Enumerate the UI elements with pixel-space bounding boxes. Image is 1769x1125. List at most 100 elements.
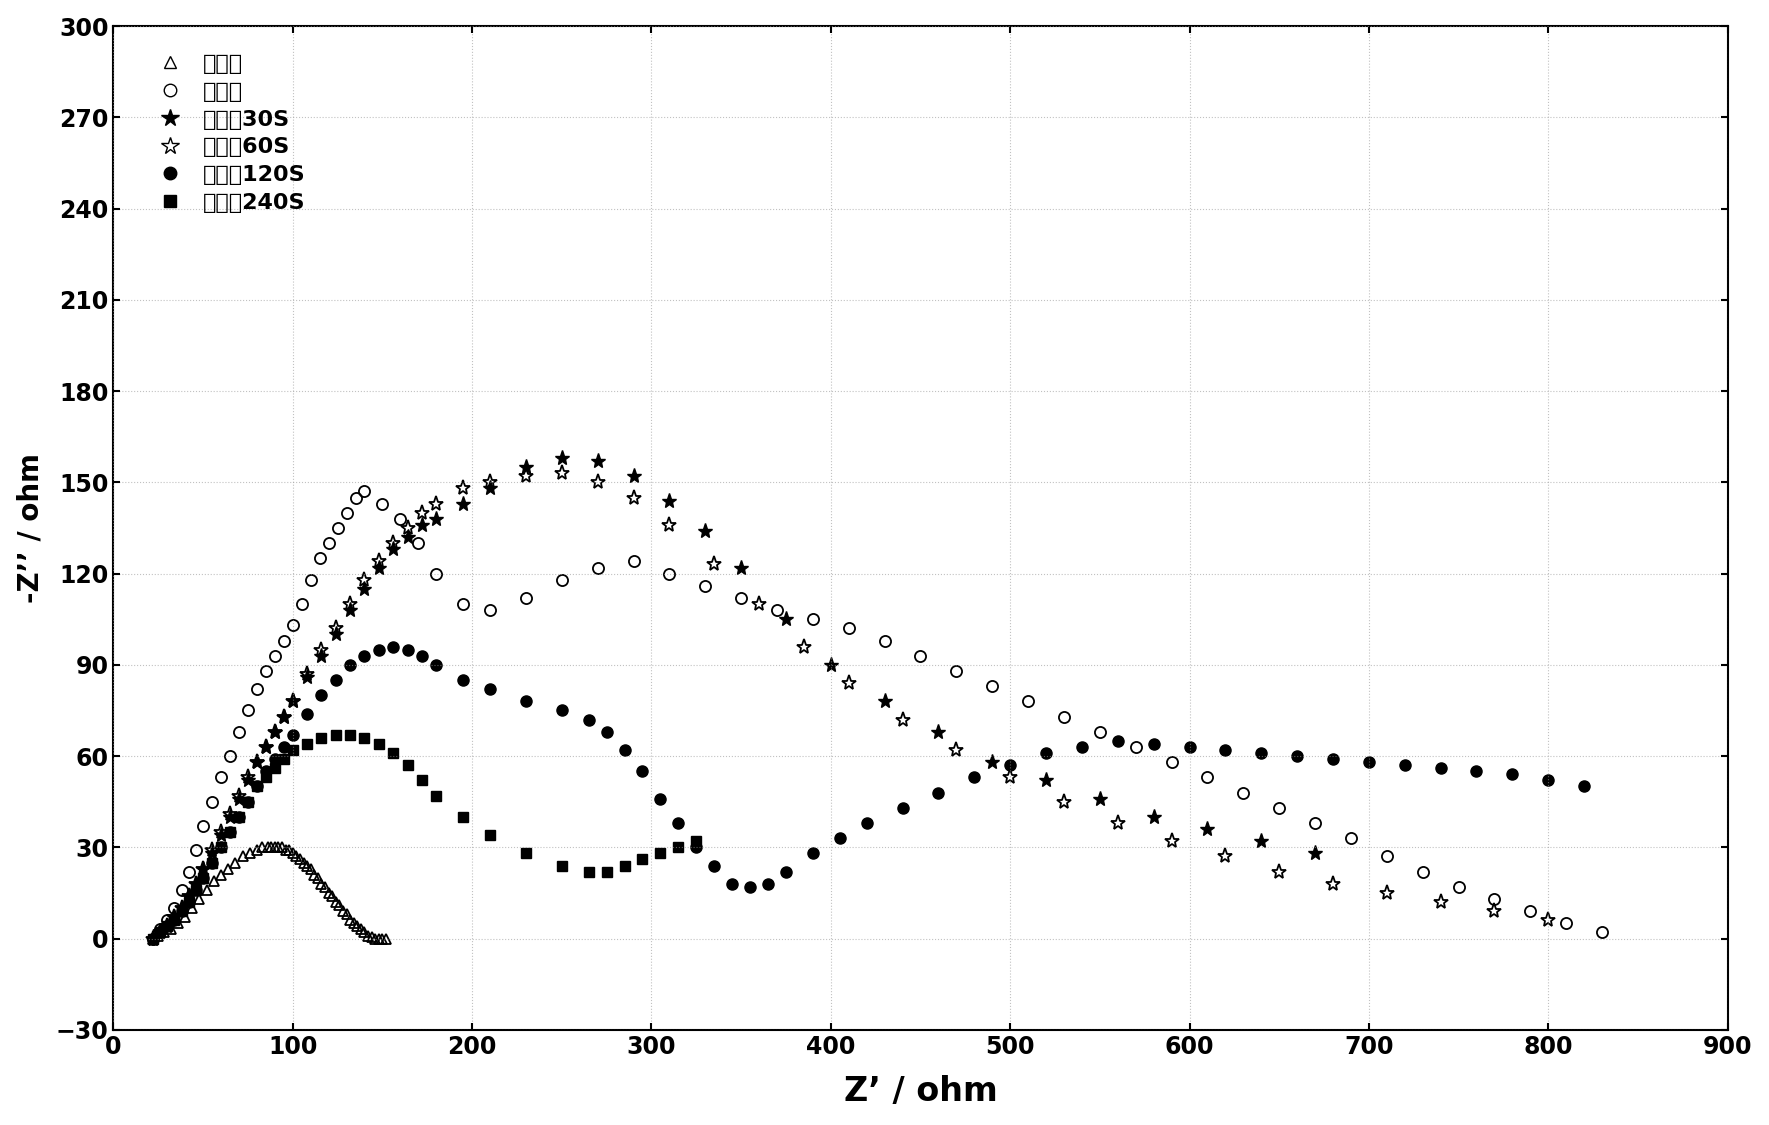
醙镰制30S [157,919,179,933]
醙镰制240S [382,746,403,759]
Line: 锃镰化: 锃镰化 [147,486,1608,944]
锃镰化 [453,597,474,611]
醙镰制240S [515,847,536,861]
醙镰制30S [193,862,214,875]
醙镰制120S [453,673,474,686]
醙镰制30S [186,878,207,891]
醙镰制240S [255,771,276,784]
醙镰制30S [179,889,200,902]
醙镰制60S [658,519,679,532]
锃镰化 [1555,917,1576,930]
醙镰制240S [264,762,285,775]
醙镰制240S [142,932,163,945]
醙镰制30S [695,524,716,538]
醙镰制30S [211,828,232,842]
醙镰制30S [368,560,389,574]
锃镰化 [354,485,375,498]
醙镰制240S [426,789,448,802]
醙镰制30S [311,649,333,663]
醙镰制30S [246,755,267,768]
醙镰制240S [193,871,214,884]
醙镰制30S [1143,810,1164,824]
Line: 醙镰制60S: 醙镰制60S [145,466,1557,946]
醙镰制30S [142,932,163,945]
醙镰制60S [1537,914,1558,927]
未镰化 [371,932,393,945]
锃镰化 [142,932,163,945]
醙镰制240S [149,926,170,939]
醙镰制30S [281,694,302,708]
醙镰制240S [157,919,179,933]
醙镰制240S [202,856,223,870]
Line: 醙镰制30S: 醙镰制30S [145,450,1323,946]
醙镰制120S [1429,762,1451,775]
醙镰制30S [658,494,679,507]
醙镰制30S [340,603,361,616]
Line: 醙镰制240S: 醙镰制240S [149,730,701,944]
醙镰制240S [311,731,333,745]
醙镰制240S [453,810,474,824]
醙镰制240S [219,826,241,839]
醙镰制240S [686,835,708,848]
醙镰制30S [255,740,276,754]
醙镰制240S [479,828,501,842]
醙镰制30S [297,670,318,684]
醙镰制30S [982,755,1003,768]
醙镰制120S [202,856,223,870]
未镰化 [329,899,350,912]
醙镰制240S [246,780,267,793]
醙镰制30S [264,724,285,738]
醙镰制240S [410,774,432,787]
醙镰制30S [149,926,170,939]
醙镰制240S [578,865,600,879]
未镰化 [246,844,267,857]
醙镰制60S [142,932,163,945]
醙镰制30S [382,542,403,556]
醙镰制240S [325,728,347,741]
锃镰化 [946,664,968,677]
未镰化 [142,932,163,945]
醙镰制30S [172,901,193,915]
醙镰制30S [1198,822,1219,836]
醙镰制30S [228,792,249,806]
醙镰制30S [515,460,536,474]
Line: 未镰化: 未镰化 [149,843,391,944]
醙镰制30S [396,530,417,543]
醙镰制30S [623,469,644,483]
醙镰制30S [237,774,258,787]
醙镰制240S [632,853,653,866]
Line: 醙镰制120S: 醙镰制120S [147,641,1590,944]
醙镰制240S [596,865,617,879]
醙镰制240S [237,795,258,809]
醙镰制30S [1035,774,1056,787]
Y-axis label: -Z’’ / ohm: -Z’’ / ohm [16,453,44,603]
醙镰制30S [202,847,223,861]
锃镰化 [281,619,302,632]
醙镰制240S [552,858,573,872]
醙镰制120S [382,640,403,654]
醙镰制30S [927,724,948,738]
醙镰制120S [552,704,573,718]
锃镰化 [1592,926,1613,939]
醙镰制240S [179,896,200,909]
醙镰制60S [587,476,609,489]
醙镰制240S [340,728,361,741]
醙镰制30S [219,810,241,824]
醙镰制240S [272,753,294,766]
醙镰制30S [821,658,842,672]
醙镰制240S [281,744,302,757]
醙镰制30S [426,512,448,525]
醙镰制60S [297,667,318,681]
醙镰制30S [479,482,501,495]
醙镰制120S [1573,780,1594,793]
锃镰化 [301,573,322,586]
醙镰制240S [228,810,249,824]
醙镰制30S [1090,792,1111,806]
醙镰制240S [368,737,389,750]
醙镰制30S [410,519,432,532]
Legend: 未镰化, 锃镰化, 醙镰制30S, 醙镰制60S, 醙镰制120S, 醙镰制240S: 未镰化, 锃镰化, 醙镰制30S, 醙镰制60S, 醙镰制120S, 醙镰制24… [142,47,311,219]
醙镰制60S [552,467,573,480]
X-axis label: Z’ / ohm: Z’ / ohm [844,1076,998,1108]
醙镰制240S [297,737,318,750]
醙镰制240S [396,758,417,772]
